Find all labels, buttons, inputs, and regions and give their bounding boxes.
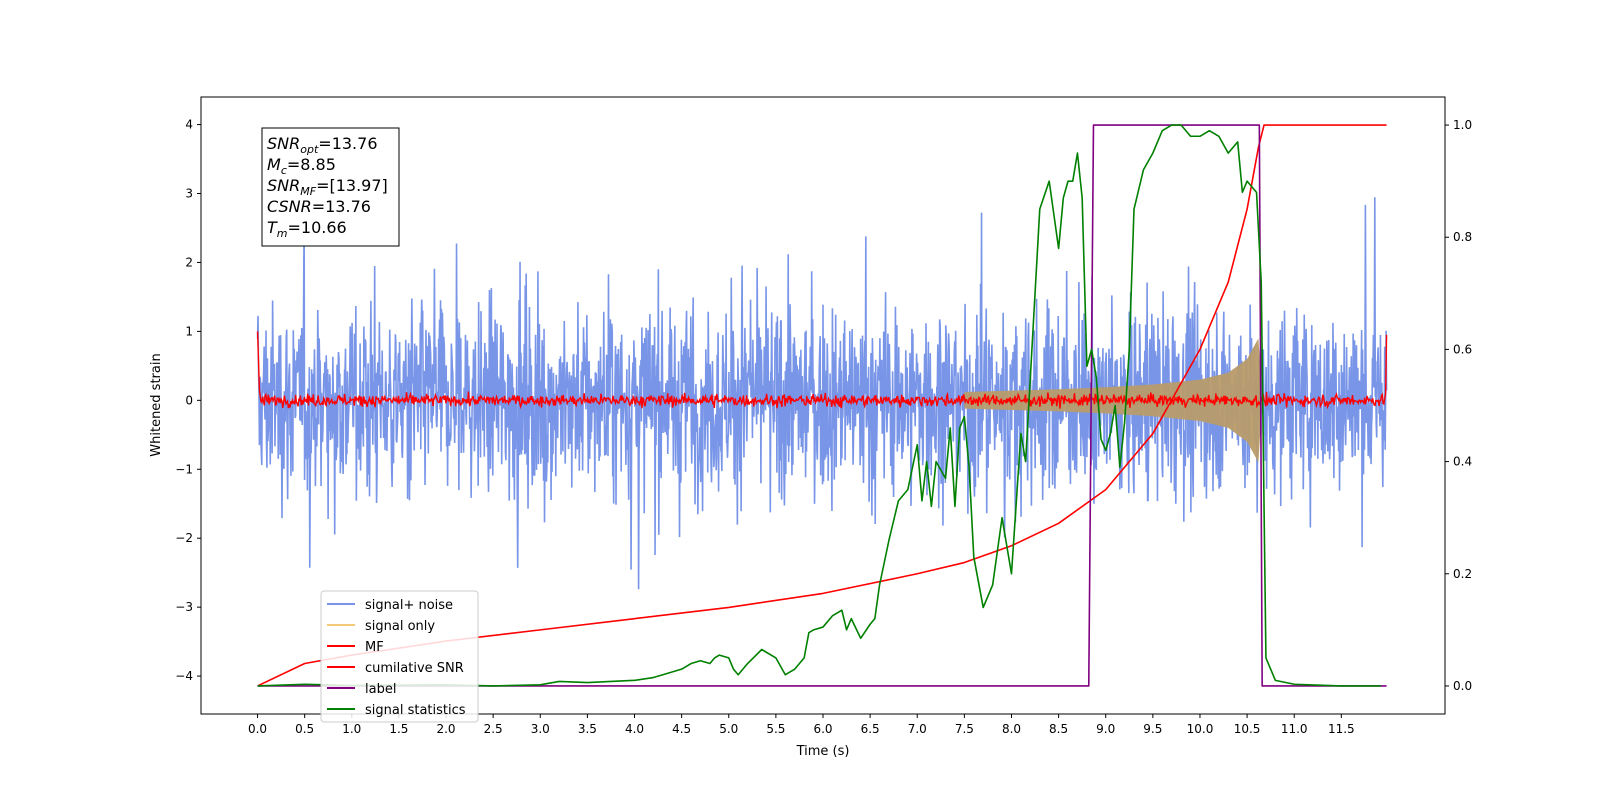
x-tick-label: 7.5 <box>955 722 974 736</box>
x-tick-label: 1.5 <box>389 722 408 736</box>
x-tick-label: 2.0 <box>436 722 455 736</box>
x-tick-label: 11.5 <box>1328 722 1355 736</box>
stat-line: Tm=10.66 <box>267 218 347 240</box>
signal-statistics-line <box>257 124 1381 687</box>
x-tick-label: 1.0 <box>342 722 361 736</box>
x-tick-label: 5.5 <box>766 722 785 736</box>
signal-noise-line <box>256 197 1388 590</box>
legend-label: signal only <box>365 619 435 634</box>
y-axis-left: −4 −3 −2 −1 0 1 2 3 4 <box>175 118 201 683</box>
x-tick-label: 2.5 <box>484 722 503 736</box>
x-tick-label: 9.5 <box>1143 722 1162 736</box>
stats-box: SNRopt=13.76Mc=8.85SNRMF=[13.97]CSNR=13.… <box>261 127 400 247</box>
x-tick-label: 4.0 <box>625 722 644 736</box>
x-tick-label: 4.5 <box>672 722 691 736</box>
x-tick-label: 8.5 <box>1049 722 1068 736</box>
x-tick-label: 8.0 <box>1002 722 1021 736</box>
x-tick-label: 5.0 <box>719 722 738 736</box>
y2-tick-label: 0.0 <box>1453 679 1472 693</box>
y-tick-label: −4 <box>175 669 193 683</box>
legend-label: signal statistics <box>365 703 466 718</box>
legend-label: signal+ noise <box>365 598 453 613</box>
x-tick-label: 0.0 <box>248 722 267 736</box>
y-axis-right: 0.0 0.2 0.4 0.6 0.8 1.0 <box>1445 118 1472 693</box>
y2-tick-label: 0.6 <box>1453 342 1472 356</box>
stat-line: SNRopt=13.76 <box>267 134 378 156</box>
stat-line: CSNR=13.76 <box>267 197 371 216</box>
legend-frame <box>320 590 479 723</box>
x-tick-label: 3.5 <box>578 722 597 736</box>
mf-line <box>256 331 1388 410</box>
x-tick-label: 3.0 <box>531 722 550 736</box>
x-tick-label: 6.5 <box>861 722 880 736</box>
y-tick-label: −3 <box>175 600 193 614</box>
y-tick-label: 4 <box>185 118 193 132</box>
y2-tick-label: 1.0 <box>1453 118 1472 132</box>
x-tick-label: 0.5 <box>295 722 314 736</box>
y-tick-label: −2 <box>175 531 193 545</box>
stats-box-frame <box>261 127 400 247</box>
y-tick-label: 1 <box>185 324 193 338</box>
legend-label: label <box>365 682 396 697</box>
x-tick-label: 11.0 <box>1281 722 1308 736</box>
legend-label: MF <box>365 640 384 655</box>
y-tick-label: 2 <box>185 255 193 269</box>
y2-tick-label: 0.4 <box>1453 455 1472 469</box>
x-axis: 0.0 0.5 1.0 1.5 2.0 2.5 3.0 3.5 4.0 4.5 5.0 5.5 6.0 6… <box>248 714 1355 736</box>
legend: signal+ noise signal only MF cumilative SNR… <box>320 590 479 723</box>
y-axis-label: Whitened strain <box>149 353 164 456</box>
x-tick-label: 7.0 <box>908 722 927 736</box>
x-axis-label: Time (s) <box>796 744 850 759</box>
legend-label: cumilative SNR <box>365 661 464 676</box>
x-tick-label: 9.0 <box>1096 722 1115 736</box>
stat-line: SNRMF=[13.97] <box>267 176 388 198</box>
x-tick-label: 10.5 <box>1234 722 1261 736</box>
stat-line: Mc=8.85 <box>267 155 336 177</box>
y-tick-label: 0 <box>185 393 193 407</box>
mf-series <box>256 331 1388 410</box>
signal-noise-series <box>256 197 1388 590</box>
y-tick-label: 3 <box>185 187 193 201</box>
x-tick-label: 10.0 <box>1187 722 1214 736</box>
y2-tick-label: 0.8 <box>1453 230 1472 244</box>
y2-tick-label: 0.2 <box>1453 567 1472 581</box>
x-tick-label: 6.0 <box>813 722 832 736</box>
y-tick-label: −1 <box>175 462 193 476</box>
